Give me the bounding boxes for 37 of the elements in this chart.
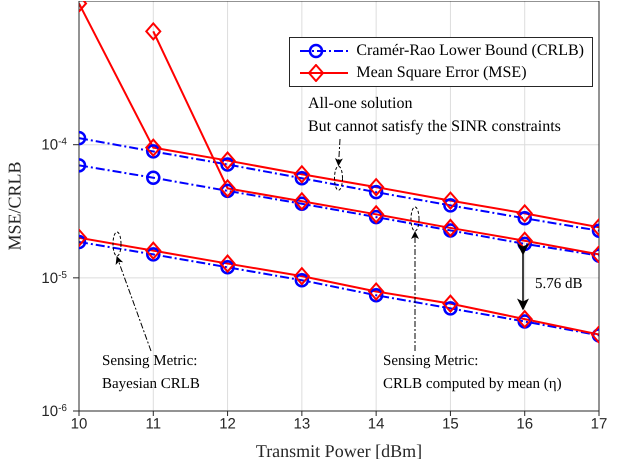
point — [145, 242, 162, 260]
annotation: 5.76 dB — [535, 276, 583, 292]
y-tick-label: 10$^{-4}$ — [41, 136, 68, 154]
annotation: Sensing Metric: Bayesian CRLB — [102, 353, 200, 392]
point — [220, 179, 236, 198]
y-tick-label: 10$^{-5}$ — [41, 269, 68, 287]
x-tick-label: 14 — [368, 416, 384, 433]
x-tick-label: 17 — [590, 416, 608, 433]
point — [516, 310, 533, 328]
point — [368, 178, 384, 196]
y-axis-title: MSE/CRLB — [4, 161, 24, 251]
legend-label: Cramér-Rao Lower Bound (CRLB) — [356, 42, 584, 60]
point — [220, 152, 236, 170]
point — [220, 254, 236, 273]
x-tick-label: 10 — [70, 416, 88, 433]
point — [442, 294, 458, 313]
point — [442, 192, 458, 210]
point — [294, 165, 310, 184]
x-tick-label: 16 — [516, 416, 534, 433]
point — [516, 204, 533, 222]
x-tick-label: 13 — [294, 416, 310, 433]
legend-label: Mean Square Error (MSE) — [356, 64, 527, 82]
x-tick-label: 11 — [145, 416, 162, 433]
point — [294, 267, 310, 286]
point — [146, 170, 161, 185]
y-tick-label: 10$^{-6}$ — [41, 402, 68, 420]
point — [442, 218, 458, 237]
x-tick-label: 12 — [219, 416, 236, 433]
point — [145, 22, 162, 40]
x-tick-label: 15 — [442, 416, 459, 433]
point — [368, 282, 384, 300]
point — [368, 205, 384, 224]
annotation: All-one solution But cannot satisfy the SINR constraints — [308, 95, 561, 135]
annotation: Sensing Metric: CRLB computed by mean (η) — [383, 353, 562, 392]
point — [145, 138, 162, 157]
point — [294, 192, 310, 210]
point — [516, 232, 533, 250]
